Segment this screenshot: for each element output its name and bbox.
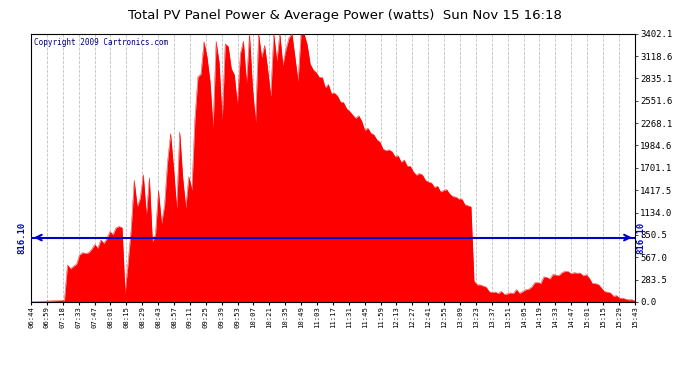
Text: Total PV Panel Power & Average Power (watts)  Sun Nov 15 16:18: Total PV Panel Power & Average Power (wa…	[128, 9, 562, 22]
Text: Copyright 2009 Cartronics.com: Copyright 2009 Cartronics.com	[34, 38, 168, 47]
Text: 816.10: 816.10	[636, 221, 645, 254]
Text: 816.10: 816.10	[17, 221, 26, 254]
